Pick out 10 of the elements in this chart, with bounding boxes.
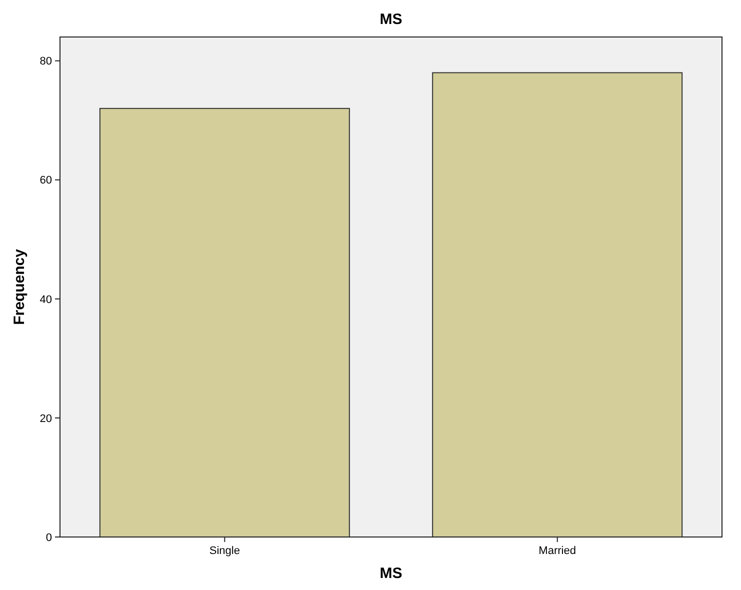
y-tick-label: 20 (40, 412, 52, 425)
y-tick-label: 60 (40, 174, 52, 187)
y-tick-label: 80 (40, 56, 52, 68)
chart-title: MS (380, 11, 402, 28)
x-axis-title: MS (380, 565, 402, 582)
x-tick-label: Single (209, 545, 240, 557)
y-tick-label: 40 (40, 294, 52, 306)
y-axis-title: Frequency (11, 248, 28, 325)
y-tick-label: 0 (46, 532, 52, 544)
x-tick-label: Married (538, 545, 576, 557)
